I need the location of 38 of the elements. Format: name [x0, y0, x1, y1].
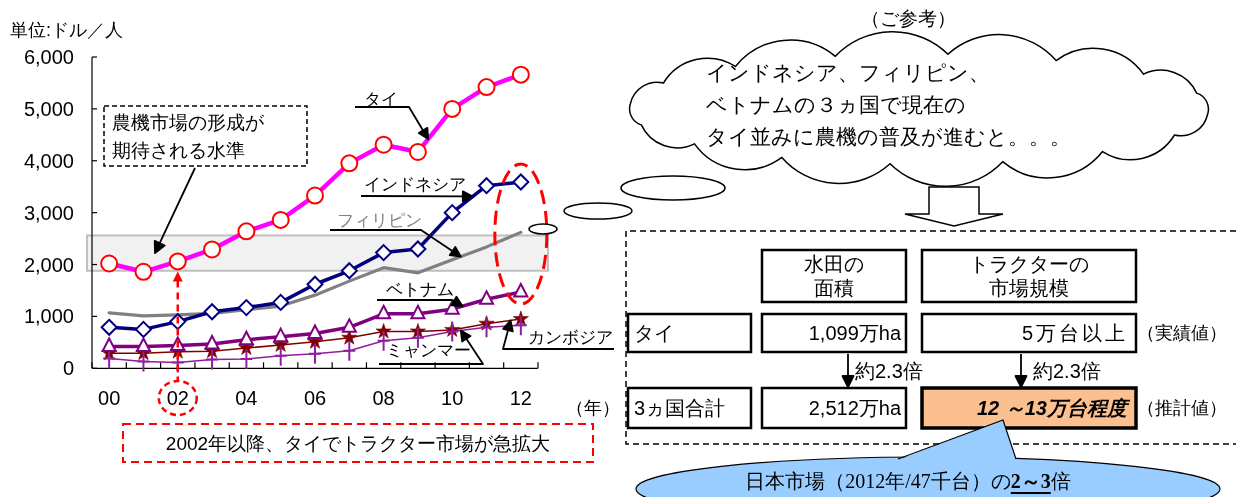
text: 水田の面積 — [804, 253, 864, 299]
y-tick-label: 4,000 — [23, 149, 74, 172]
y-tick-label: 3,000 — [23, 201, 74, 224]
text: 2,512万ha — [808, 397, 902, 419]
text: 約2.3倍 — [1033, 360, 1101, 382]
text: トラクターの市場規模 — [969, 253, 1089, 299]
y-tick-label: 2,000 — [23, 253, 74, 276]
y-tick-label: 1,000 — [23, 305, 74, 328]
text: タイ — [634, 322, 674, 344]
text: （実績値） — [1137, 323, 1227, 343]
x-axis-title: （年） — [566, 398, 620, 418]
series-label: カンボジア — [528, 327, 613, 347]
text: （推計値） — [1137, 398, 1227, 418]
x-tick-label: 10 — [441, 387, 464, 409]
series-label: ベトナム — [386, 279, 454, 299]
text: インドネシア、フィリピン、ベトナムの３ヵ国で現在のタイ並みに農機の普及が進むと。。。 — [706, 61, 1071, 149]
text: 約2.3倍 — [855, 360, 923, 382]
y-axis-title: 単位:ドル／人 — [10, 20, 124, 40]
text: 3ヵ国合計 — [634, 397, 726, 419]
series-label: インドネシア — [364, 174, 466, 194]
text: 1,099万ha — [808, 322, 902, 344]
text: フィリピン — [337, 210, 422, 230]
x-tick-label: 04 — [235, 387, 258, 409]
legend-label: 2002年以降、タイでトラクター市場が急拡大 — [165, 432, 551, 454]
y-tick-label: 5,000 — [23, 97, 74, 120]
y-tick-label: 0 — [62, 357, 74, 380]
x-tick-label: 00 — [98, 387, 121, 409]
text: 日本市場（2012年/47千台）の2～3倍 — [745, 470, 1071, 492]
x-tick-label: 12 — [509, 387, 532, 409]
y-tick-label: 6,000 — [23, 46, 74, 68]
text: 5万台以上 — [1021, 322, 1128, 344]
text: （ご参考） — [860, 7, 956, 29]
x-tick-label: 08 — [372, 387, 395, 409]
text: 12 ～13万台程度 — [976, 397, 1131, 419]
x-tick-label: 02 — [166, 387, 189, 409]
band-label: 農機市場の形成が期待される水準 — [112, 111, 265, 161]
x-tick-label: 06 — [303, 387, 327, 409]
series-label: ミャンマー — [386, 340, 471, 360]
